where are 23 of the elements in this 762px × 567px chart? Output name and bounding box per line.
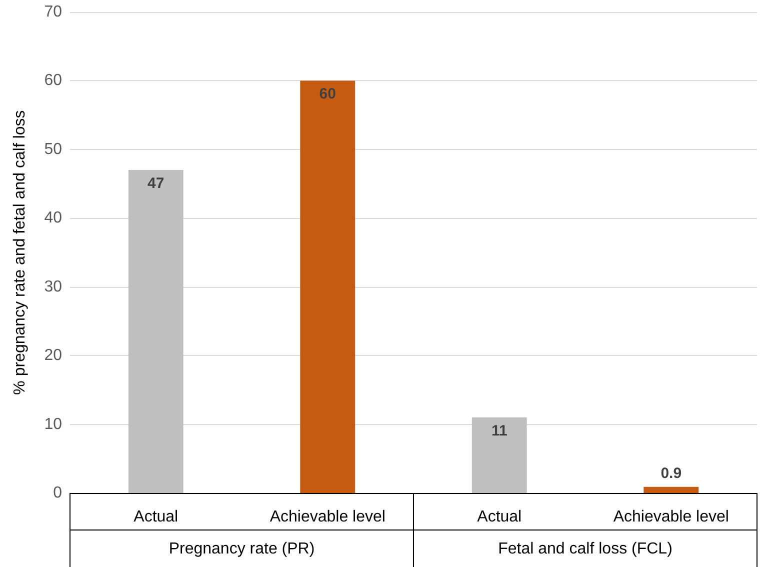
y-tick-label: 20 bbox=[44, 347, 62, 364]
y-tick-label: 30 bbox=[44, 278, 62, 296]
y-tick-label: 70 bbox=[44, 4, 62, 20]
y-tick-label: 0 bbox=[53, 484, 62, 502]
bar bbox=[644, 486, 699, 493]
y-tick-label: 40 bbox=[44, 210, 62, 227]
x-tick-label: Actual bbox=[134, 508, 178, 526]
text: Fetal and calf loss (FCL) bbox=[498, 540, 672, 558]
y-tick-label: 60 bbox=[44, 72, 62, 90]
bar bbox=[128, 170, 184, 493]
bar bbox=[472, 417, 527, 493]
data-label: 11 bbox=[491, 422, 508, 440]
bar bbox=[300, 80, 356, 493]
y-axis-title: % pregnancy rate and fetal and calf loss bbox=[12, 110, 28, 395]
text: Pregnancy rate (PR) bbox=[168, 540, 315, 558]
y-tick-label: 10 bbox=[44, 416, 62, 433]
x-tick-label: Achievable level bbox=[613, 508, 729, 526]
data-label: 60 bbox=[319, 86, 336, 103]
data-label: 47 bbox=[148, 175, 164, 192]
x-tick-label: Actual bbox=[477, 508, 522, 526]
y-tick-label: 50 bbox=[44, 140, 62, 158]
x-tick-label: Achievable level bbox=[270, 508, 386, 526]
data-label: 0.9 bbox=[660, 464, 682, 482]
